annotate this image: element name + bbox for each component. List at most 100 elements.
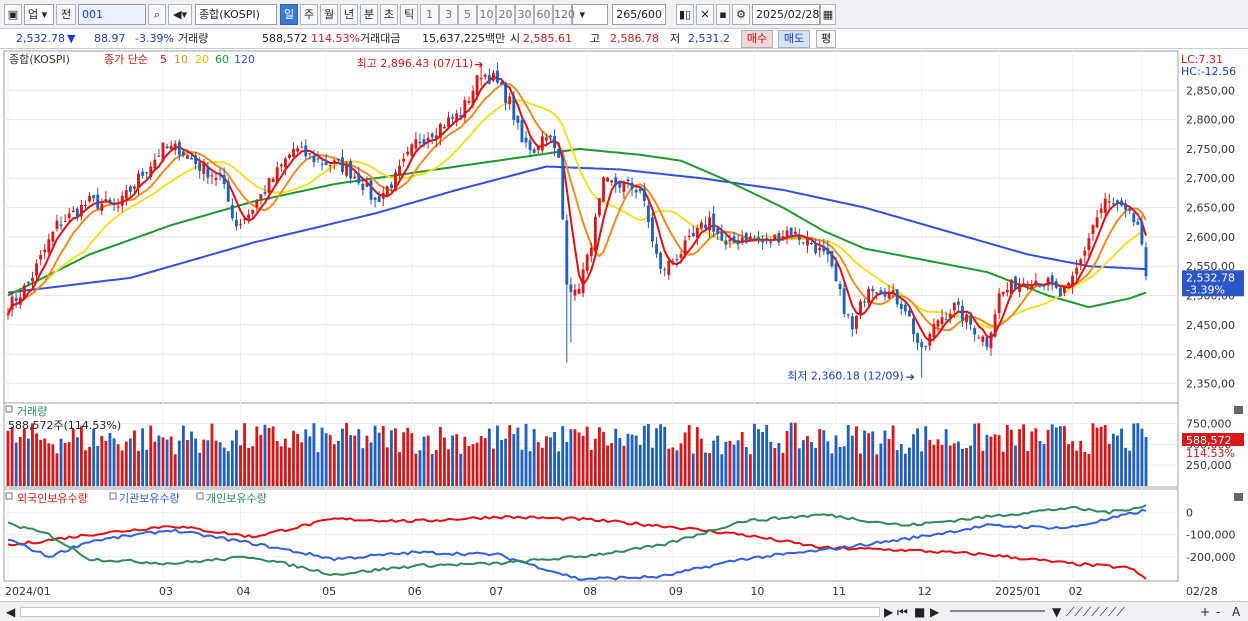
period-tab-3[interactable]: 년 [340, 4, 358, 25]
volume-bar-5 [26, 438, 30, 486]
candle-body-232 [952, 302, 956, 311]
interval-button-120[interactable]: 120 [553, 4, 575, 25]
zoom-out-button[interactable]: - [1216, 605, 1221, 619]
layout-icon[interactable]: ▣ [4, 4, 22, 25]
buy-button[interactable]: 매수 [741, 30, 773, 48]
auto-button[interactable]: A [1232, 605, 1241, 619]
interval-button-5[interactable]: 5 [458, 4, 477, 25]
volume-bar-70 [292, 430, 295, 486]
volume-bar-214 [879, 443, 883, 486]
candle-body-224 [920, 342, 924, 348]
count-total: /600 [637, 8, 662, 21]
candle-body-49 [206, 166, 210, 178]
scroll-right-button[interactable]: ▶ [884, 605, 894, 619]
period-tab-6[interactable]: 틱 [400, 4, 418, 25]
volume-bar-118 [487, 428, 491, 486]
volume-bar-11 [51, 444, 55, 486]
zoom-in-button[interactable]: + [1200, 605, 1211, 619]
count-field[interactable]: 265/600 [612, 4, 666, 25]
candle-body-104 [430, 133, 434, 138]
interval-button-20[interactable]: 20 [496, 4, 515, 25]
candle-body-204 [838, 283, 842, 290]
volume-bar-35 [149, 425, 153, 486]
horizontal-scrollbar[interactable] [20, 607, 880, 617]
interval-button-30[interactable]: 30 [515, 4, 534, 25]
volume-bar-69 [288, 447, 291, 486]
volume-bar-133 [549, 437, 552, 486]
volume-bar-9 [43, 438, 47, 486]
volume-bar-143 [589, 449, 593, 486]
stop-button[interactable]: ■ [914, 605, 926, 619]
volume-bar-107 [443, 437, 446, 486]
interval-button-10[interactable]: 10 [477, 4, 496, 25]
speaker-icon[interactable]: ◀▾ [168, 4, 192, 25]
period-tab-5[interactable]: 초 [380, 4, 398, 25]
interval-button-3[interactable]: 3 [439, 4, 458, 25]
date-field[interactable]: 2025/02/28 [752, 4, 820, 25]
x-tick-11: 2025/01 [995, 585, 1041, 598]
volume-bar-60 [251, 446, 255, 486]
gear-icon[interactable]: ⚙ [732, 4, 750, 25]
volume-bar-277 [1136, 423, 1140, 486]
low-arrow: ➔ [906, 370, 915, 383]
volume-bar-207 [850, 435, 854, 486]
volume-bar-232 [952, 443, 956, 486]
candle-body-244 [1001, 291, 1005, 295]
candle-body-187 [769, 242, 773, 244]
interval-button-60[interactable]: 60 [534, 4, 553, 25]
candle-body-121 [500, 82, 503, 85]
index-name-field[interactable]: 종합(KOSPI) [195, 4, 277, 25]
candle-body-207 [850, 316, 854, 330]
ma20-legend: 20 [195, 53, 209, 66]
cross-icon[interactable]: ✕ [696, 4, 714, 25]
tool-icons[interactable]: ⟋⟋⟋⟋⟋⟋⟋ [1066, 605, 1125, 619]
individual-legend-toggle[interactable] [196, 492, 204, 500]
volume-bar-150 [618, 438, 622, 486]
volume-bar-159 [655, 428, 658, 486]
candle-body-100 [414, 139, 418, 149]
candle-body-9 [43, 249, 47, 253]
candle-body-26 [112, 204, 116, 206]
candle-type-icon[interactable]: ▮▯ [676, 4, 694, 25]
code-input[interactable]: 001 [78, 4, 146, 25]
eval-button[interactable]: 평 [816, 30, 836, 48]
volume-bar-99 [410, 433, 414, 486]
holdings-panel-toggle[interactable] [5, 492, 13, 500]
price-y-tick-2: 2,750,00 [1186, 143, 1235, 156]
candle-body-14 [63, 221, 67, 223]
volume-bar-8 [39, 439, 43, 486]
zoom-slider[interactable] [950, 610, 1045, 612]
interval-button-1[interactable]: 1 [420, 4, 439, 25]
market-select[interactable]: 업 ▾ [24, 4, 54, 25]
period-tab-0[interactable]: 일 [280, 4, 298, 25]
save-icon[interactable]: ▪ [716, 4, 730, 25]
candle-body-139 [573, 289, 577, 296]
dropdown-button[interactable]: ▼ [1052, 605, 1062, 619]
ma-label: 종가 단순 [104, 53, 148, 66]
scroll-left-button[interactable]: ◀ [6, 605, 16, 619]
candle-body-259 [1063, 287, 1066, 293]
search-icon[interactable]: ⌕ [148, 4, 166, 25]
holding-y-tick-1: -100,000 [1186, 529, 1235, 542]
volume-bar-104 [430, 453, 434, 486]
volume-bar-256 [1050, 424, 1054, 486]
period-tab-4[interactable]: 분 [360, 4, 378, 25]
volume-panel-toggle[interactable] [5, 405, 13, 413]
candle-body-174 [716, 228, 720, 234]
amount-label: 거래대금 [360, 32, 401, 45]
volume-panel-close-icon[interactable] [1234, 406, 1243, 414]
sell-button[interactable]: 매도 [778, 30, 810, 48]
change-arrow: ▼ [67, 32, 76, 45]
holdings-panel-close-icon[interactable] [1234, 493, 1243, 501]
institution-legend-toggle[interactable] [109, 492, 117, 500]
volume-bar-259 [1063, 426, 1066, 486]
first-button[interactable]: ⏮ [897, 605, 908, 619]
period-tab-1[interactable]: 주 [300, 4, 318, 25]
period-tab-2[interactable]: 월 [320, 4, 338, 25]
chart-svg[interactable]: 2,850,00 2,800,00 2,750,00 2,700,00 2,650,00… [0, 49, 1248, 601]
interval-dropdown[interactable]: ▾ [572, 4, 608, 25]
play-button[interactable]: ▶ [930, 605, 940, 619]
calendar-icon[interactable]: ▦ [820, 4, 836, 25]
prev-button[interactable]: 전 [56, 4, 76, 25]
volume-bar-51 [214, 440, 218, 486]
